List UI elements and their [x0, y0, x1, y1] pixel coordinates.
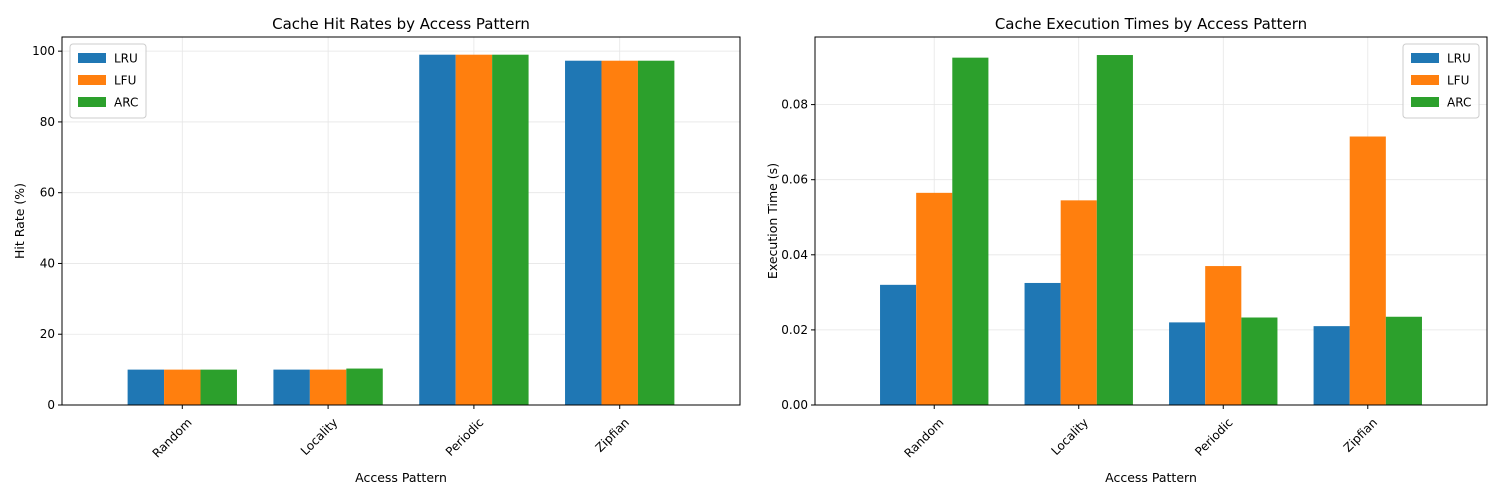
bar-lfu-periodic [1205, 266, 1242, 405]
chart-title: Cache Hit Rates by Access Pattern [272, 15, 530, 33]
legend-swatch-lru [1411, 53, 1439, 63]
bar-lfu-zipfian [1349, 136, 1386, 406]
x-tick-label: Locality [1048, 415, 1091, 458]
legend: LRU LFU ARC [69, 43, 147, 119]
x-tick-label: Random [902, 415, 947, 460]
bar-arc-periodic [492, 54, 529, 405]
y-tick-label: 0.00 [781, 398, 808, 412]
bar-lfu-random [164, 369, 201, 405]
y-tick-label: 100 [32, 44, 55, 58]
y-axis-label: Execution Time (s) [765, 163, 780, 279]
x-tick-label: Periodic [443, 415, 486, 458]
legend-label-lfu: LFU [114, 74, 136, 88]
bar-lru-zipfian [565, 60, 602, 405]
y-tick-label: 0.06 [781, 173, 808, 187]
y-tick-label: 0.02 [781, 323, 808, 337]
x-tick-label: Zipfian [593, 415, 632, 454]
bar-lfu-zipfian [601, 60, 638, 405]
bar-arc-locality [346, 368, 383, 405]
bar-lru-zipfian [1313, 326, 1350, 405]
legend-label-lru: LRU [114, 52, 138, 66]
x-tick-label: Random [150, 415, 195, 460]
chart-title: Cache Execution Times by Access Pattern [995, 15, 1307, 33]
y-axis-label: Hit Rate (%) [12, 183, 27, 259]
bar-lru-random [880, 284, 917, 405]
legend-label-lru: LRU [1447, 52, 1471, 66]
legend-swatch-lru [78, 53, 106, 63]
y-tick-label: 0.08 [781, 98, 808, 112]
bar-lru-periodic [1169, 322, 1206, 405]
chart-panel-2: 0.00 0.02 0.04 0.06 0.08 Random Locality Period… [765, 15, 1488, 485]
bar-lfu-periodic [455, 54, 493, 405]
bar-arc-random [952, 57, 989, 405]
y-tick-label: 40 [40, 256, 55, 270]
bar-lru-periodic [419, 54, 456, 405]
chart-panel-1: 0 20 40 60 80 100 Random Locality Periodic Zipfia… [12, 15, 741, 485]
bar-lfu-random [916, 192, 953, 405]
legend-swatch-arc [1411, 97, 1439, 107]
y-tick-label: 80 [40, 115, 55, 129]
legend-swatch-lfu [1411, 75, 1439, 85]
bar-lru-locality [273, 369, 310, 405]
legend-label-lfu: LFU [1447, 74, 1469, 88]
bar-arc-periodic [1241, 317, 1278, 405]
legend-label-arc: ARC [1447, 96, 1471, 110]
y-tick-label: 60 [40, 186, 55, 200]
bar-arc-zipfian [1385, 316, 1422, 405]
bar-lfu-locality [309, 369, 347, 405]
bar-arc-zipfian [637, 60, 675, 405]
axes-frame [814, 36, 1488, 406]
bar-arc-random [200, 369, 237, 405]
legend: LRU LFU ARC [1402, 43, 1480, 119]
x-axis-label: Access Pattern [1105, 470, 1197, 485]
y-tick-label: 0.04 [781, 248, 808, 262]
x-axis-label: Access Pattern [355, 470, 447, 485]
y-tick-label: 20 [40, 327, 55, 341]
y-tick-label: 0 [47, 398, 55, 412]
bar-lfu-locality [1060, 200, 1097, 405]
x-tick-label: Locality [298, 415, 341, 458]
legend-swatch-arc [78, 97, 106, 107]
x-tick-label: Zipfian [1341, 415, 1380, 454]
x-tick-label: Periodic [1192, 415, 1235, 458]
axes-frame [61, 36, 741, 406]
bar-lru-random [127, 369, 165, 405]
bar-lru-locality [1024, 282, 1061, 405]
legend-label-arc: ARC [114, 96, 138, 110]
bar-arc-locality [1096, 55, 1133, 406]
legend-swatch-lfu [78, 75, 106, 85]
